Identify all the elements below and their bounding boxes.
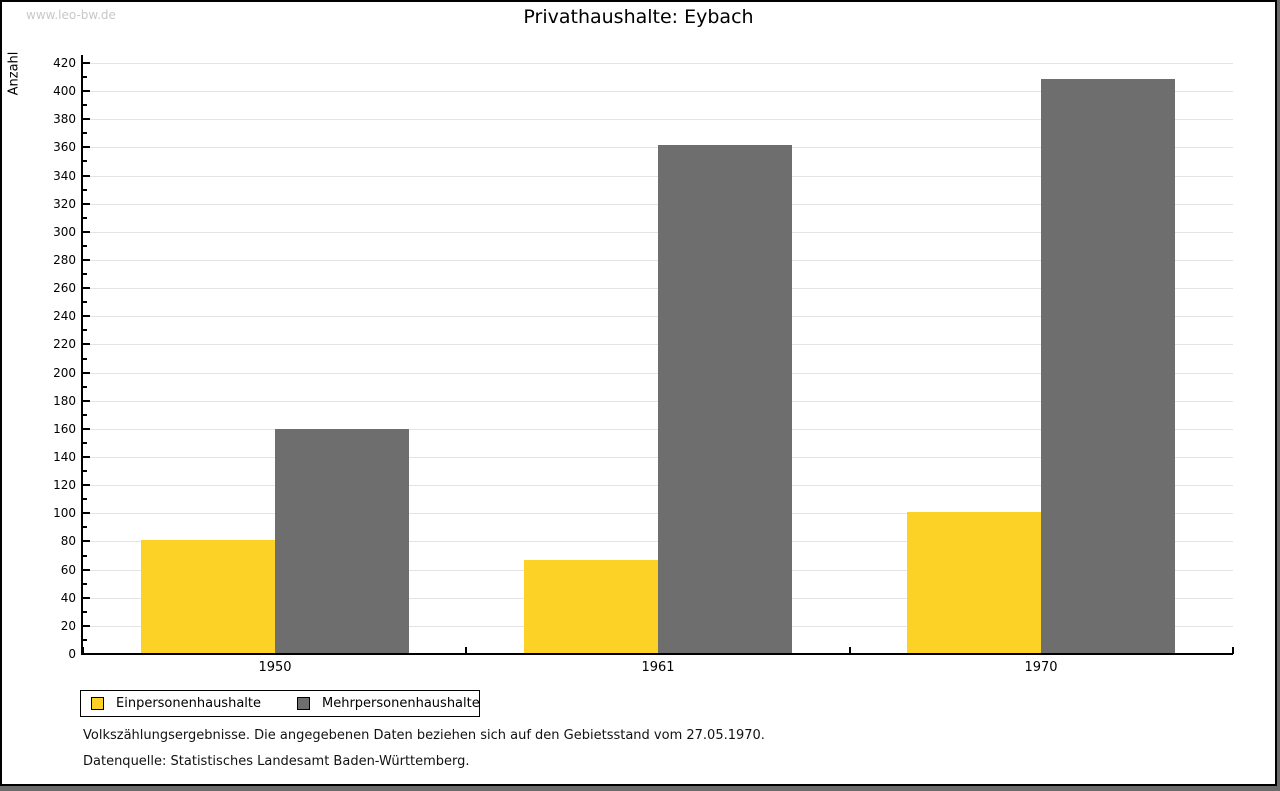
y-axis-line (81, 55, 83, 655)
x-boundary-tick (849, 647, 851, 654)
y-minor-tick (83, 358, 87, 360)
bar-mehrpersonenhaushalte-1961 (658, 145, 792, 653)
y-major-tick (83, 90, 90, 92)
legend-label-einpersonenhaushalte: Einpersonenhaushalte (116, 696, 261, 711)
x-tick-label: 1970 (1024, 660, 1058, 675)
x-boundary-tick (1232, 647, 1234, 654)
y-tick-label: 200 (53, 366, 76, 380)
y-tick-label: 80 (60, 534, 76, 548)
y-minor-tick (83, 76, 87, 78)
x-boundary-tick (82, 647, 84, 654)
bar-einpersonenhaushalte-1970 (907, 512, 1041, 653)
y-minor-tick (83, 301, 87, 303)
x-boundary-tick (465, 647, 467, 654)
footnote-data-source: Datenquelle: Statistisches Landesamt Bad… (83, 754, 470, 769)
y-minor-tick (83, 583, 87, 585)
y-minor-tick (83, 189, 87, 191)
legend-label-mehrpersonenhaushalte: Mehrpersonenhaushalte (322, 696, 480, 711)
y-major-tick (83, 653, 90, 655)
y-major-tick (83, 484, 90, 486)
y-tick-label: 120 (53, 478, 76, 492)
y-tick-label: 100 (53, 506, 76, 520)
y-major-tick (83, 428, 90, 430)
y-major-tick (83, 259, 90, 261)
chart-title: Privathaushalte: Eybach (523, 6, 754, 28)
bar-mehrpersonenhaushalte-1970 (1041, 79, 1175, 653)
y-tick-label: 60 (60, 563, 76, 577)
y-tick-label: 280 (53, 253, 76, 267)
y-gridline (83, 63, 1233, 64)
y-tick-label: 40 (60, 591, 76, 605)
y-minor-tick (83, 104, 87, 106)
watermark: www.leo-bw.de (26, 8, 116, 22)
y-tick-label: 0 (68, 647, 76, 661)
y-major-tick (83, 512, 90, 514)
y-major-tick (83, 62, 90, 64)
y-tick-label: 300 (53, 225, 76, 239)
y-major-tick (83, 456, 90, 458)
y-major-tick (83, 231, 90, 233)
y-tick-label: 240 (53, 309, 76, 323)
y-major-tick (83, 372, 90, 374)
legend-swatch-mehrpersonenhaushalte (297, 697, 310, 710)
y-gridline (83, 119, 1233, 120)
y-tick-label: 20 (60, 619, 76, 633)
y-minor-tick (83, 611, 87, 613)
y-major-tick (83, 146, 90, 148)
y-tick-label: 140 (53, 450, 76, 464)
bar-mehrpersonenhaushalte-1950 (275, 429, 409, 653)
y-minor-tick (83, 498, 87, 500)
y-minor-tick (83, 526, 87, 528)
bar-einpersonenhaushalte-1961 (524, 560, 658, 653)
y-major-tick (83, 315, 90, 317)
y-minor-tick (83, 386, 87, 388)
y-minor-tick (83, 639, 87, 641)
y-tick-label: 380 (53, 112, 76, 126)
x-tick-label: 1950 (258, 660, 292, 675)
y-gridline (83, 91, 1233, 92)
y-major-tick (83, 597, 90, 599)
x-axis-line (81, 653, 1233, 655)
y-tick-label: 360 (53, 140, 76, 154)
y-major-tick (83, 175, 90, 177)
footnote-source-note: Volkszählungsergebnisse. Die angegebenen… (83, 728, 765, 743)
y-tick-label: 220 (53, 337, 76, 351)
y-tick-label: 160 (53, 422, 76, 436)
y-major-tick (83, 540, 90, 542)
y-minor-tick (83, 160, 87, 162)
y-minor-tick (83, 555, 87, 557)
y-major-tick (83, 203, 90, 205)
y-major-tick (83, 343, 90, 345)
y-major-tick (83, 400, 90, 402)
y-major-tick (83, 118, 90, 120)
y-minor-tick (83, 245, 87, 247)
y-tick-label: 340 (53, 169, 76, 183)
y-tick-label: 320 (53, 197, 76, 211)
y-minor-tick (83, 470, 87, 472)
y-tick-label: 400 (53, 84, 76, 98)
y-minor-tick (83, 132, 87, 134)
y-minor-tick (83, 329, 87, 331)
bar-einpersonenhaushalte-1950 (141, 540, 275, 653)
x-tick-label: 1961 (641, 660, 675, 675)
y-major-tick (83, 287, 90, 289)
y-minor-tick (83, 442, 87, 444)
y-minor-tick (83, 273, 87, 275)
y-tick-label: 180 (53, 394, 76, 408)
y-tick-label: 420 (53, 56, 76, 70)
legend-swatch-einpersonenhaushalte (91, 697, 104, 710)
y-tick-label: 260 (53, 281, 76, 295)
y-major-tick (83, 569, 90, 571)
y-minor-tick (83, 217, 87, 219)
y-minor-tick (83, 414, 87, 416)
legend: Einpersonenhaushalte Mehrpersonenhaushal… (80, 690, 480, 717)
y-major-tick (83, 625, 90, 627)
